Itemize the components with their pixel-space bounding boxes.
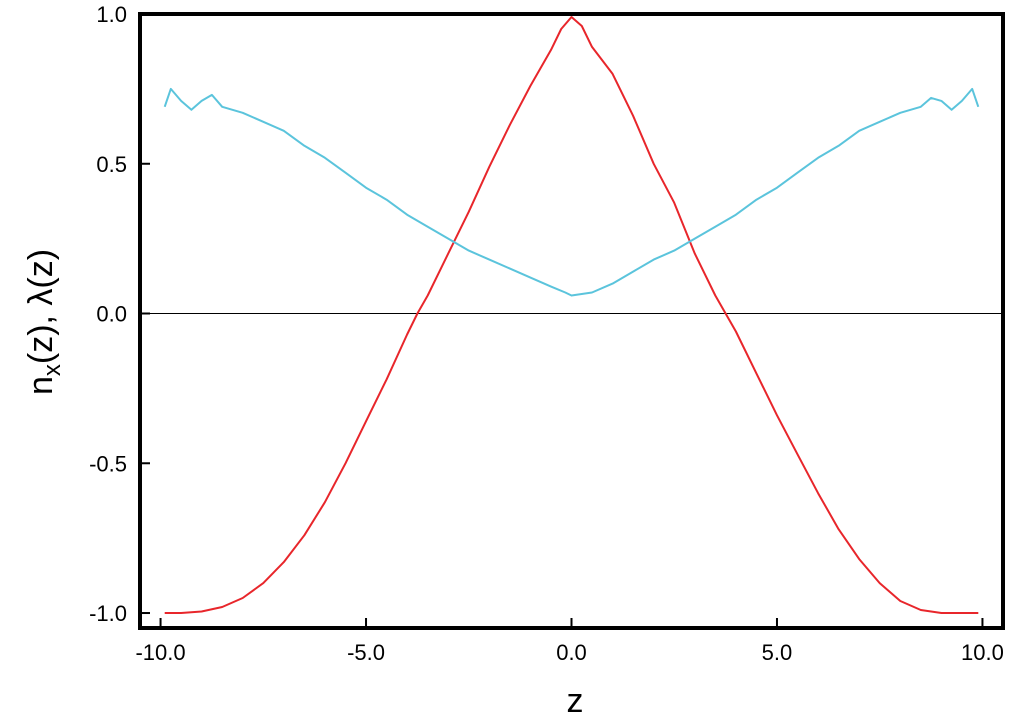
plot-area: -10.0 -5.0 0.0 5.0 10.0 -1.0 -0.5 0.0 0.5 1.0 xyxy=(89,2,1005,665)
y-tick-label: -0.5 xyxy=(89,451,127,476)
y-axis-label-main: n xyxy=(22,376,60,395)
y-tick-label: 0.5 xyxy=(96,152,127,177)
y-axis-label: nx(z), λ(z) xyxy=(22,249,66,395)
series-line-2 xyxy=(163,87,980,297)
y-tick-label: 1.0 xyxy=(96,2,127,27)
x-tick-label: 5.0 xyxy=(762,640,793,665)
x-tick-label: 10.0 xyxy=(961,640,1004,665)
x-axis-label: z xyxy=(567,682,584,720)
x-tick-label: 0.0 xyxy=(556,640,587,665)
y-axis-label-subscript: x xyxy=(39,364,66,376)
y-tick-label: 0.0 xyxy=(96,302,127,327)
series-line-1 xyxy=(164,16,979,614)
y-tick-label: -1.0 xyxy=(89,601,127,626)
x-tick-label: -5.0 xyxy=(347,640,385,665)
plot-frame xyxy=(138,12,1005,630)
y-axis-label-rest: (z), λ(z) xyxy=(22,249,60,364)
x-tick-label: -10.0 xyxy=(135,640,185,665)
